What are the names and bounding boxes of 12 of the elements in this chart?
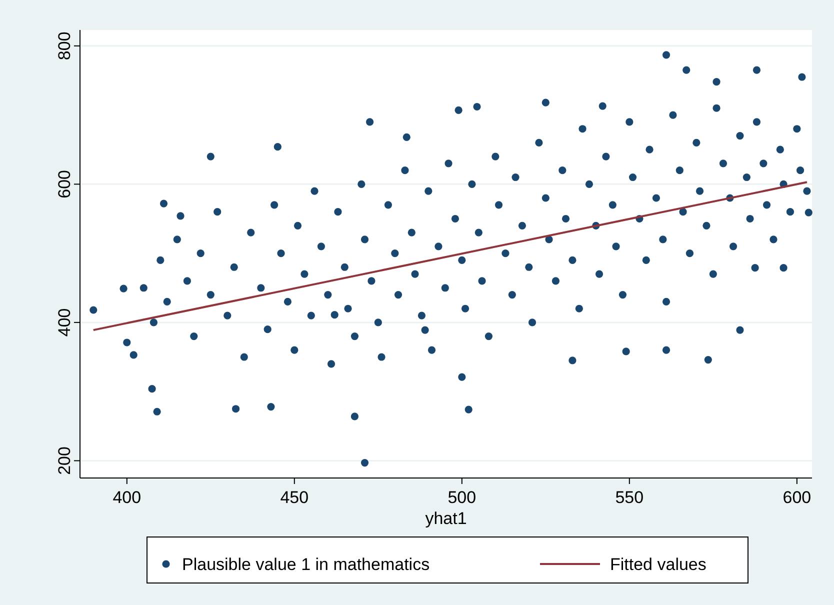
legend-label: Fitted values <box>610 555 706 574</box>
y-tick-label: 800 <box>55 32 74 60</box>
x-tick-label: 400 <box>112 488 142 507</box>
y-tick-label: 600 <box>55 170 74 198</box>
y-tick-label: 400 <box>55 308 74 337</box>
x-tick-label: 600 <box>782 488 812 507</box>
x-tick-label: 450 <box>280 488 309 507</box>
x-tick-label: 500 <box>448 488 476 507</box>
x-axis-title: yhat1 <box>425 509 467 528</box>
x-tick-label: 550 <box>615 488 644 507</box>
legend-label: Plausible value 1 in mathematics <box>182 555 430 574</box>
y-tick-label: 200 <box>55 446 74 475</box>
